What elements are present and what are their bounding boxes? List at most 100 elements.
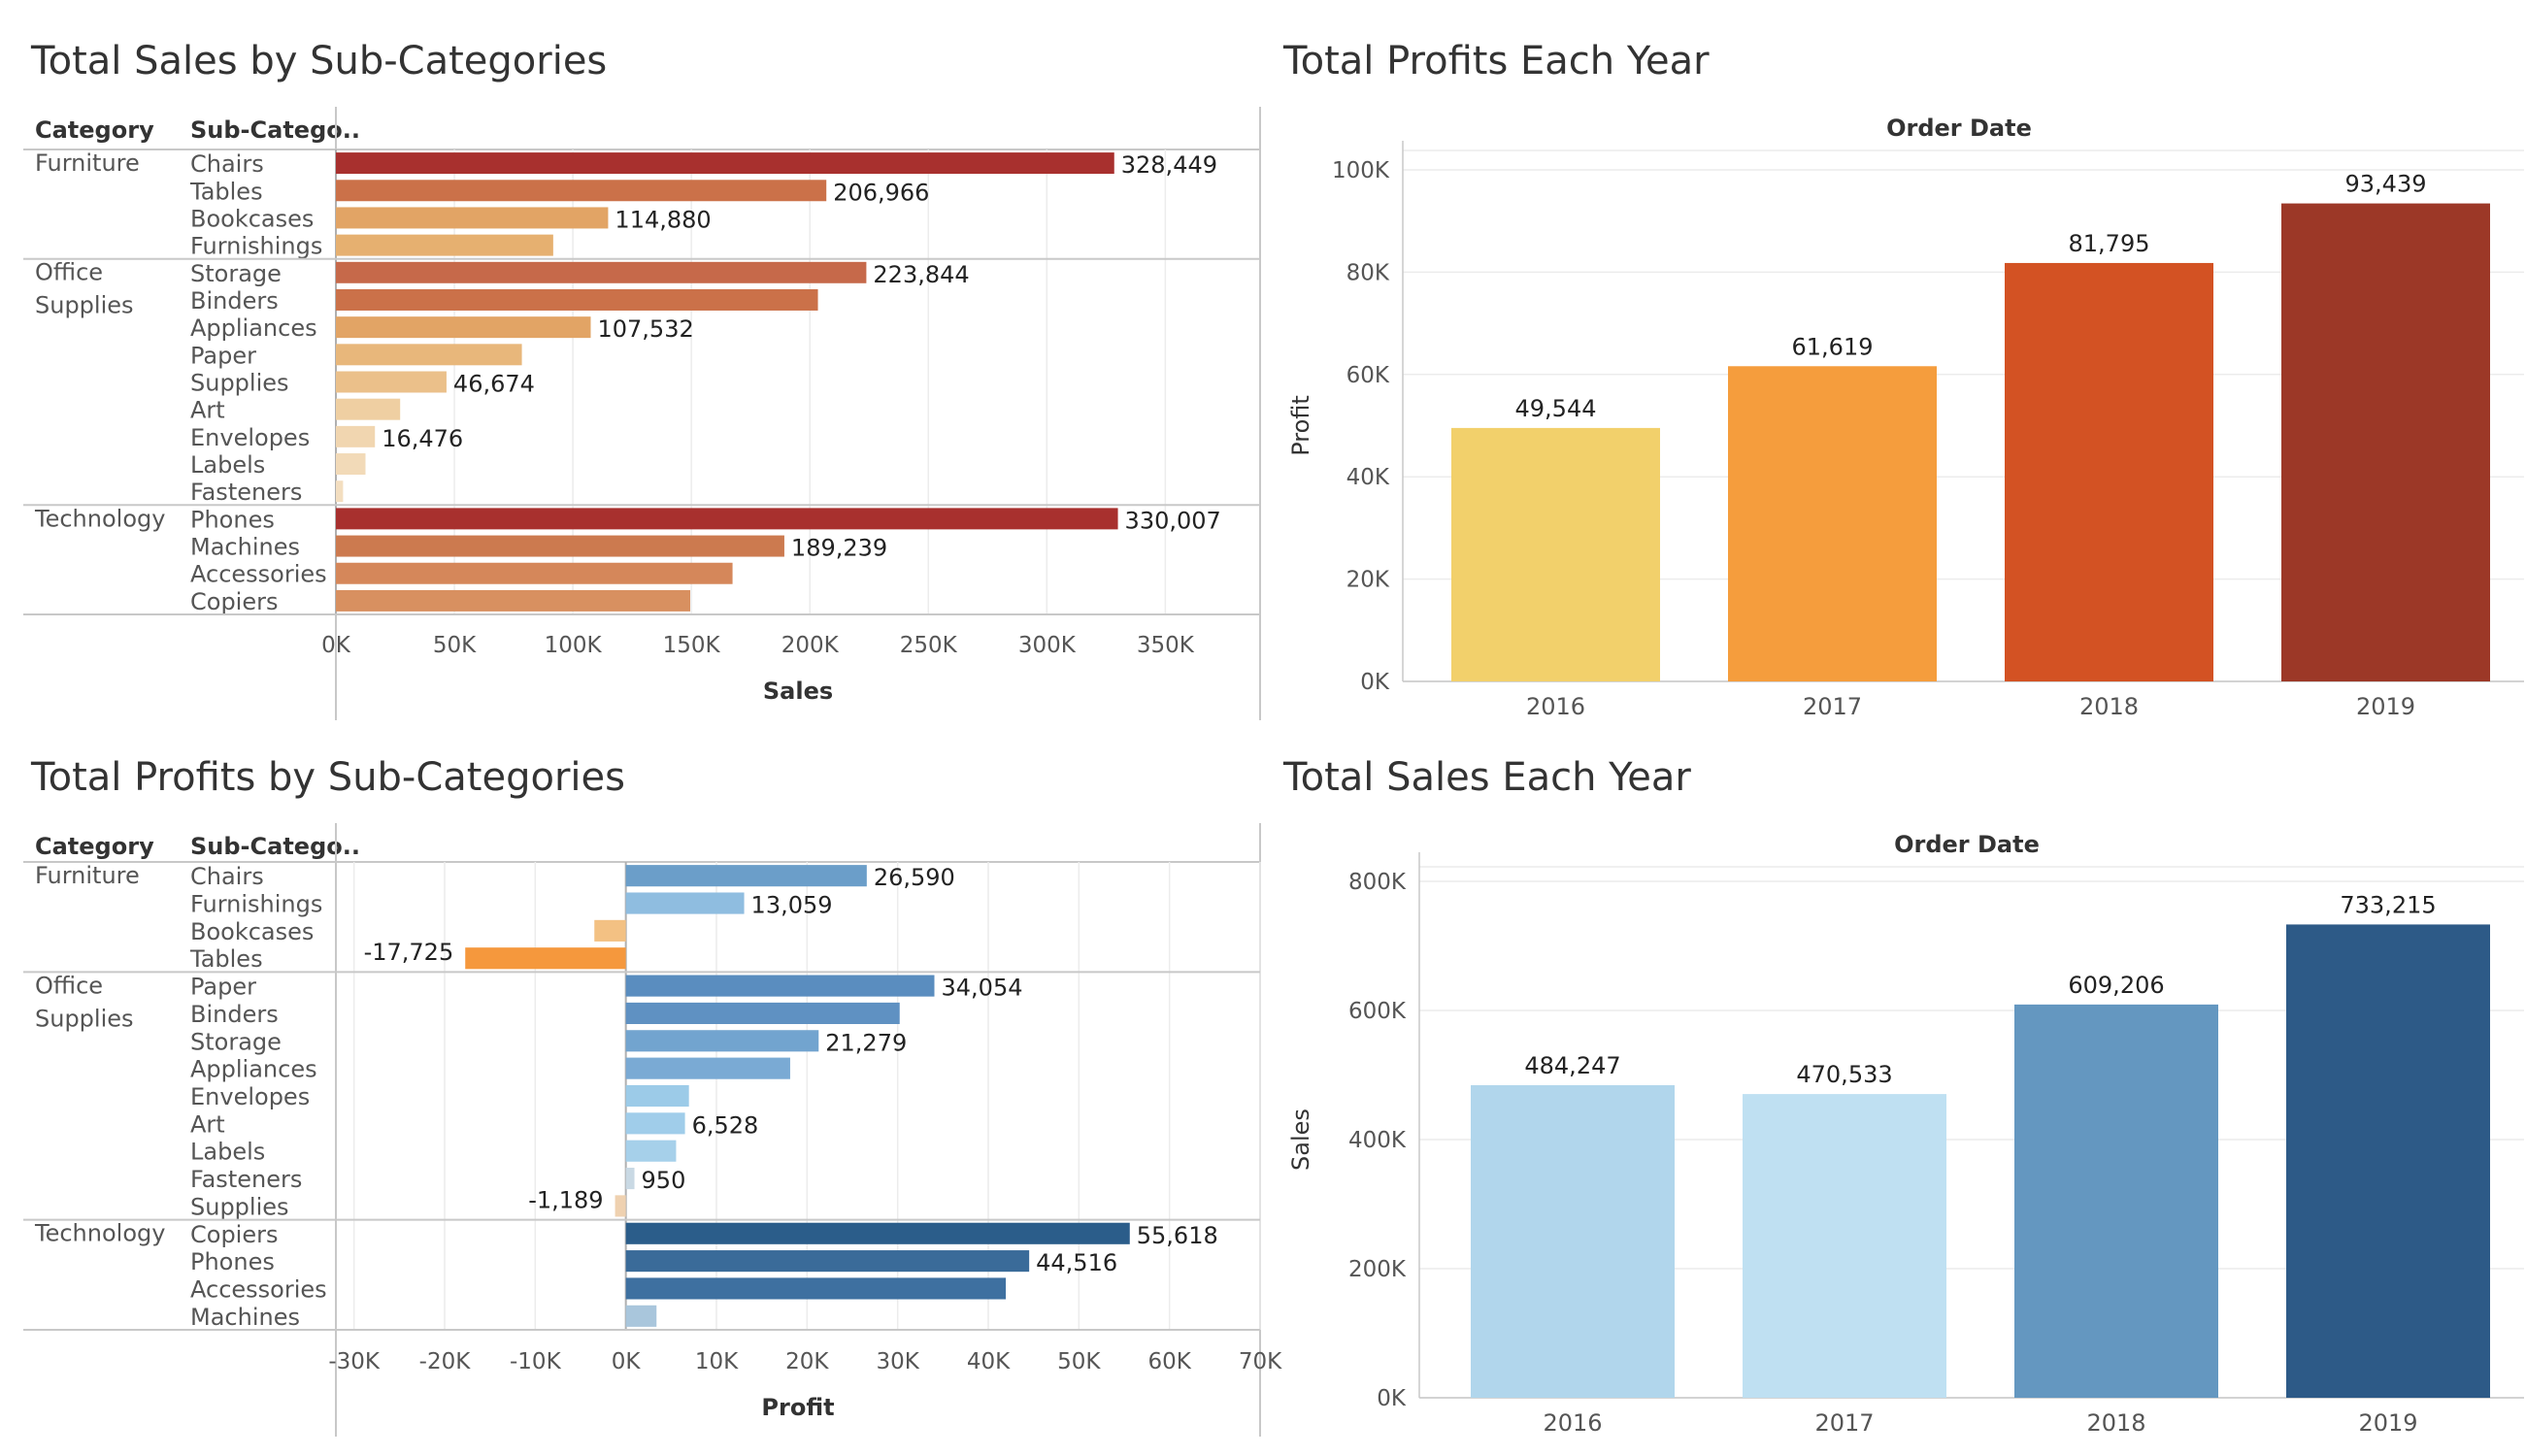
y-tick-label: 0K bbox=[1360, 670, 1390, 695]
profits-by-year-chart: Order Date 0K 20K 40K 60K 80K 100K Profit 49,544… bbox=[1287, 115, 2524, 720]
subcategory-label: Copiers bbox=[190, 1221, 278, 1248]
bar-value-label: 16,476 bbox=[382, 425, 463, 452]
bar-value-label: 21,279 bbox=[825, 1029, 907, 1056]
subcategory-label: Art bbox=[190, 1110, 225, 1138]
subcategory-column-header: Sub-Catego.. bbox=[190, 116, 360, 144]
bar bbox=[625, 1140, 677, 1162]
subcategory-label: Furnishings bbox=[190, 891, 322, 918]
x-tick-label: 60K bbox=[1147, 1349, 1191, 1374]
x-tick-label: 2016 bbox=[1526, 693, 1585, 720]
bar bbox=[336, 453, 366, 476]
bar-value-label: 609,206 bbox=[2068, 972, 2164, 999]
bar bbox=[336, 589, 691, 612]
bar-value-label: 26,590 bbox=[874, 864, 955, 891]
profits-by-subcat-panel: Total Profits by Sub-Categories Category… bbox=[0, 728, 1282, 1456]
sales-by-year-title: Total Sales Each Year bbox=[1283, 755, 1691, 800]
bar bbox=[1451, 427, 1660, 681]
bar bbox=[336, 344, 522, 366]
column-header: Order Date bbox=[1894, 831, 2040, 858]
x-tick-label: 2019 bbox=[2358, 1409, 2417, 1437]
bar-value-label: 34,054 bbox=[942, 975, 1023, 1002]
subcategory-label: Phones bbox=[190, 1248, 275, 1275]
x-tick-label: 200K bbox=[781, 633, 840, 658]
y-tick-label: 100K bbox=[1332, 158, 1390, 183]
subcategory-label: Envelopes bbox=[190, 1083, 310, 1110]
bar bbox=[625, 892, 745, 914]
bar bbox=[594, 919, 626, 942]
y-tick-label: 20K bbox=[1346, 568, 1390, 593]
x-tick-label: 2018 bbox=[2086, 1409, 2145, 1437]
bar bbox=[2286, 924, 2490, 1398]
bar bbox=[625, 1084, 689, 1108]
bar bbox=[1471, 1084, 1675, 1398]
bar bbox=[336, 371, 447, 393]
x-tick-label: 100K bbox=[545, 633, 603, 658]
subcategory-label: Binders bbox=[190, 287, 279, 314]
bar bbox=[625, 1112, 685, 1135]
bar bbox=[336, 316, 591, 339]
profits-by-subcat-title: Total Profits by Sub-Categories bbox=[31, 755, 625, 800]
subcategory-label: Phones bbox=[190, 506, 275, 533]
subcategory-label: Chairs bbox=[190, 150, 264, 178]
category-label: Supplies bbox=[35, 1005, 134, 1032]
bar bbox=[625, 1002, 900, 1024]
bar bbox=[336, 152, 1114, 175]
x-tick-label: 0K bbox=[612, 1349, 642, 1374]
subcategory-label: Accessories bbox=[190, 1275, 327, 1303]
y-tick-label: 80K bbox=[1346, 260, 1390, 285]
sales-by-year-panel: Total Sales Each Year Order Date 0K 200K 40… bbox=[1262, 728, 2526, 1456]
bar bbox=[336, 398, 401, 420]
x-tick-label: 350K bbox=[1137, 633, 1195, 658]
bar-value-label: -17,725 bbox=[364, 939, 454, 966]
x-tick-label: -30K bbox=[328, 1349, 381, 1374]
x-axis-title: Sales bbox=[763, 678, 833, 705]
bar bbox=[336, 261, 867, 283]
subcategory-label: Bookcases bbox=[190, 918, 314, 945]
subcategory-label: Machines bbox=[190, 534, 300, 561]
bar bbox=[1743, 1094, 1946, 1398]
subcategory-column-header: Sub-Catego.. bbox=[190, 833, 360, 860]
y-tick-label: 200K bbox=[1348, 1257, 1407, 1282]
category-label: Furniture bbox=[35, 149, 140, 177]
bar-value-label: 328,449 bbox=[1121, 151, 1217, 179]
y-tick-label: 0K bbox=[1377, 1386, 1407, 1411]
bar-value-label: 470,533 bbox=[1796, 1061, 1892, 1088]
x-tick-label: 150K bbox=[663, 633, 721, 658]
bar bbox=[336, 535, 784, 557]
bar-value-label: 189,239 bbox=[791, 535, 887, 562]
category-label: Technology bbox=[34, 1220, 165, 1247]
bar bbox=[625, 1250, 1030, 1273]
y-tick-label: 60K bbox=[1346, 363, 1390, 388]
y-tick-label: 800K bbox=[1348, 870, 1407, 895]
bar bbox=[336, 288, 818, 311]
subcategory-label: Accessories bbox=[190, 561, 327, 588]
subcategory-label: Appliances bbox=[190, 1056, 317, 1083]
y-tick-label: 40K bbox=[1346, 465, 1390, 490]
subcategory-label: Chairs bbox=[190, 863, 264, 890]
x-tick-label: 250K bbox=[900, 633, 958, 658]
bar-value-label: 46,674 bbox=[453, 371, 535, 398]
x-tick-label: 50K bbox=[1057, 1349, 1101, 1374]
bar bbox=[336, 180, 827, 202]
bar bbox=[336, 508, 1118, 530]
subcategory-label: Storage bbox=[190, 260, 282, 287]
category-label: Technology bbox=[34, 505, 165, 532]
bar bbox=[625, 1277, 1007, 1300]
bar-value-label: 733,215 bbox=[2340, 891, 2436, 918]
bar bbox=[625, 975, 935, 997]
subcategory-label: Fasteners bbox=[190, 479, 302, 506]
subcategory-label: Labels bbox=[190, 451, 265, 479]
bar bbox=[625, 1057, 790, 1079]
sales-by-subcat-panel: Total Sales by Sub-Categories Category Su… bbox=[0, 0, 1262, 728]
subcategory-label: Envelopes bbox=[190, 424, 310, 451]
bar bbox=[625, 865, 867, 887]
bar-value-label: 49,544 bbox=[1515, 395, 1597, 422]
bar-value-label: 61,619 bbox=[1792, 333, 1874, 360]
profits-by-year-panel: Total Profits Each Year Order Date 0K 20K 4… bbox=[1262, 0, 2526, 728]
subcategory-label: Paper bbox=[190, 342, 256, 369]
x-tick-label: 40K bbox=[967, 1349, 1011, 1374]
bar bbox=[625, 1305, 657, 1327]
profits-by-year-title: Total Profits Each Year bbox=[1283, 39, 1710, 83]
bar-value-label: 44,516 bbox=[1036, 1249, 1117, 1276]
x-tick-label: 300K bbox=[1018, 633, 1077, 658]
